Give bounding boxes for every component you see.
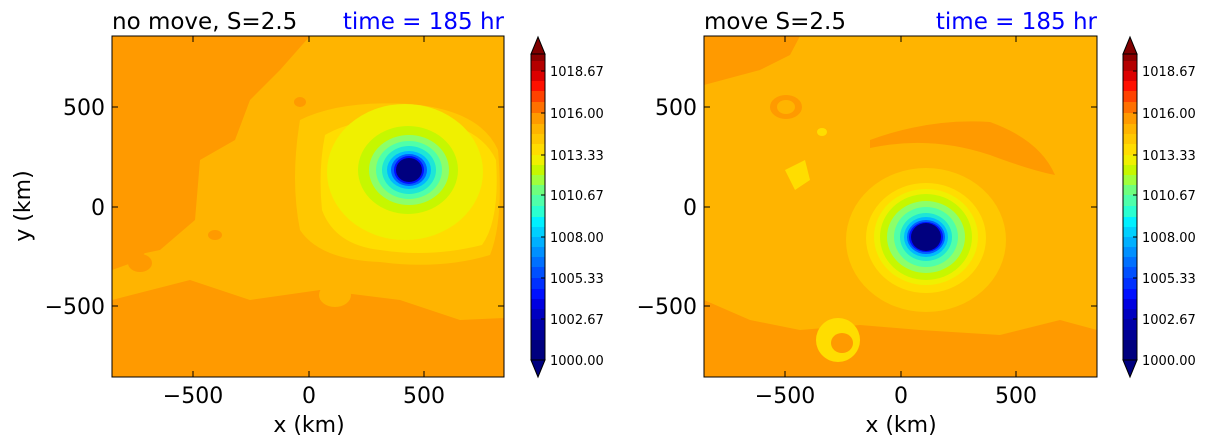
x-axis-label: x (km) — [865, 413, 936, 438]
x-tick-label: −500 — [755, 384, 815, 409]
colorbar-tick-label: 1005.33 — [550, 272, 604, 287]
colorbar-tick-label: 1013.33 — [1142, 149, 1196, 164]
colorbar: 1018.67 1016.00 1013.33 1010.67 1008.00 … — [1122, 35, 1196, 379]
x-tick-label: 0 — [302, 384, 316, 409]
contour-band — [396, 158, 422, 182]
colorbar-bands — [1123, 54, 1137, 360]
colorbar-bands — [531, 54, 545, 360]
y-tick-label: 0 — [683, 196, 697, 221]
y-tick-label: 500 — [655, 96, 697, 121]
x-tick-label: 0 — [894, 384, 908, 409]
colorbar-tick-label: 1000.00 — [1142, 354, 1196, 369]
y-tick-label: 500 — [63, 96, 105, 121]
contour-band — [208, 230, 222, 240]
colorbar-frame — [1122, 53, 1138, 361]
colorbar-tick-label: 1010.67 — [1142, 189, 1196, 204]
colorbar-frame — [530, 53, 546, 361]
colorbar-tick-label: 1018.67 — [1142, 65, 1196, 80]
x-tick-label: 500 — [403, 384, 445, 409]
colorbar: 1018.67 1016.00 1013.33 1010.67 1008.00 … — [530, 35, 604, 379]
x-ticks — [192, 36, 425, 377]
contour-band — [777, 100, 795, 114]
time-label: time = 185 hr — [936, 9, 1098, 35]
y-axis-label: y (km) — [11, 170, 36, 241]
y-ticks — [704, 106, 1097, 307]
x-axis-label: x (km) — [273, 413, 344, 438]
contour-band — [170, 120, 180, 130]
colorbar-tick-label: 1005.33 — [1142, 272, 1196, 287]
contour-band — [870, 121, 1055, 175]
colorbar-tick-label: 1010.67 — [550, 189, 604, 204]
y-tick-label: 0 — [91, 196, 105, 221]
colorbar-extend-bottom — [1122, 359, 1138, 379]
y-ticks — [112, 106, 504, 307]
colorbar-tick-label: 1013.33 — [550, 149, 604, 164]
contour-band — [319, 283, 351, 307]
plot-area — [112, 36, 504, 377]
colorbar-tick-label: 1000.00 — [550, 354, 604, 369]
x-tick-label: −500 — [163, 384, 223, 409]
contour-band — [294, 97, 306, 107]
contour-band — [817, 128, 827, 136]
colorbar-ticks — [541, 70, 545, 361]
contour-band — [911, 223, 941, 251]
y-tick-label: −500 — [45, 295, 105, 320]
contour-band — [112, 280, 504, 377]
colorbar-tick-label: 1002.67 — [550, 313, 604, 328]
contour-band — [128, 254, 152, 272]
colorbar-tick-label: 1008.00 — [550, 231, 604, 246]
colorbar-tick-label: 1008.00 — [1142, 231, 1196, 246]
contour-band — [785, 160, 810, 190]
y-tick-label: −500 — [637, 295, 697, 320]
x-ticks — [784, 36, 1017, 377]
colorbar-tick-label: 1018.67 — [550, 65, 604, 80]
colorbar-ticks — [1133, 70, 1137, 361]
contour-band — [112, 140, 200, 260]
panel-no-move: −500 0 500 500 0 −500 x (km) y (km) no m… — [11, 9, 604, 438]
time-label: time = 185 hr — [343, 9, 505, 35]
chart-title: no move, S=2.5 — [112, 9, 297, 35]
colorbar-extend-top — [530, 35, 546, 55]
colorbar-tick-label: 1016.00 — [550, 107, 604, 122]
x-tick-label: 500 — [995, 384, 1037, 409]
chart-title: move S=2.5 — [704, 9, 846, 35]
plot-area — [704, 36, 1097, 377]
colorbar-extend-top — [1122, 35, 1138, 55]
colorbar-tick-label: 1002.67 — [1142, 313, 1196, 328]
panel-move: −500 0 500 500 0 −500 x (km) move S=2.5 … — [637, 9, 1196, 438]
contour-band — [704, 36, 800, 85]
colorbar-extend-bottom — [530, 359, 546, 379]
contour-band — [831, 333, 853, 353]
colorbar-tick-label: 1016.00 — [1142, 107, 1196, 122]
contour-band — [704, 300, 1097, 377]
